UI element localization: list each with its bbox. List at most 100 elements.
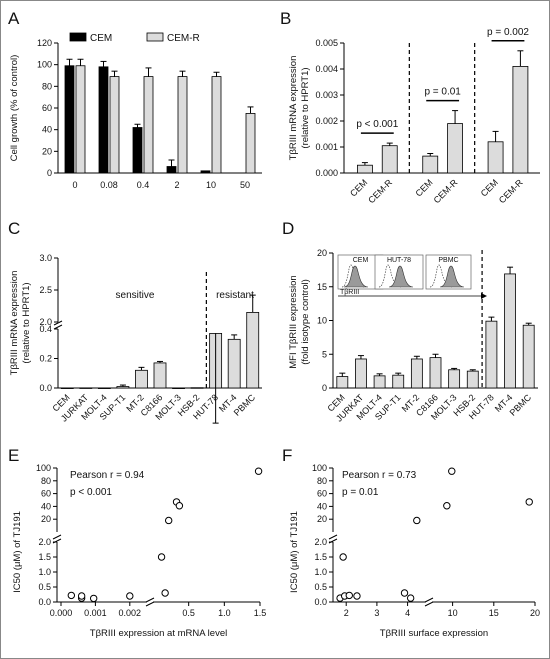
pearson-r: Pearson r = 0.94 [70,470,145,481]
y-tick-label: 0.5 [314,582,327,592]
y-axis-title: IC50 (μM) of TJ191 [289,511,300,593]
y-tick-label: 0.002 [315,116,338,126]
x-tick-label: 0.001 [84,608,107,618]
y-axis-title: IC50 (μM) of TJ191 [12,511,23,593]
histogram-inset-label: CEM [353,257,369,264]
histogram-inset-label: PBMC [438,257,458,264]
y-tick-label: 0.0 [38,597,51,607]
panel-label-e: E [8,446,19,465]
x-axis-break-2 [424,601,434,607]
y-tick-label: 2.0 [38,537,51,547]
data-point [339,553,347,561]
x-tick-label: 1.0 [218,608,231,618]
bar [466,370,479,389]
y-tick-label: 1.0 [314,567,327,577]
y-tick-label: 0.000 [315,168,338,178]
panel-label-d: D [282,219,294,238]
x-axis-title: TβRIII expression at mRNA level [90,628,227,639]
y-tick-label: 20 [41,514,51,524]
bar [487,141,504,174]
bar [98,66,109,174]
data-point [353,592,361,600]
y-tick-label: 0.5 [38,582,51,592]
panel-e: E 0.0 0.5 1.0 1.5 2.0 20 40 60 80 100 0.000 0.001 0.… [8,446,266,639]
bar [357,164,373,174]
legend-swatch [146,32,164,42]
bar [246,311,260,389]
bar [373,375,386,389]
x-tick-label: 4 [405,608,410,618]
bar [109,76,120,174]
data-point [126,592,134,600]
y-tick-label: 40 [42,125,52,135]
bar [132,127,143,174]
marker-histogram [388,265,414,288]
y-tick-label: 100 [36,463,51,473]
bar [336,376,349,389]
bar [97,387,111,389]
data-point [164,516,173,525]
x-tick-label: 3 [374,608,379,618]
bar [75,65,86,174]
y-tick-label: 5 [322,349,327,359]
bar [190,387,204,389]
p-value: p = 0.002 [487,27,529,38]
y-tick-label: 120 [37,38,52,48]
y-tick-label: 80 [42,81,52,91]
x-tick-label: 2 [174,180,179,190]
bar [135,369,148,389]
panel-label-a: A [8,9,20,28]
y-tick-label: 1.5 [314,552,327,562]
y-tick-label: 80 [317,476,327,486]
data-point [77,592,86,600]
x-tick-label: 0.000 [50,608,73,618]
bar [211,76,222,174]
y-tick-label: 60 [317,489,327,499]
data-point [345,591,353,600]
x-axis-break-1 [145,597,155,603]
y-tick-label: 0.001 [315,142,338,152]
y-tick-label: 80 [41,476,51,486]
bar [512,66,529,174]
bar [153,362,167,389]
x-tick-label: 1.5 [254,608,267,618]
data-point [448,467,456,475]
bar [447,123,463,174]
bar [504,273,516,389]
p-value: p < 0.001 [70,487,112,498]
y-tick-label: 2.5 [39,285,52,295]
y-tick-label: 40 [41,501,51,511]
x-axis-break-1 [424,597,434,603]
group-label-resistant: resistant [216,290,254,301]
y-axis-title: (relative to HPRT1) [21,282,32,363]
data-point [413,516,421,525]
bar [166,166,177,174]
data-point [443,502,451,510]
x-tick-label: 15 [489,608,499,618]
marker-histogram [439,265,465,288]
y-tick-label: 0 [47,168,52,178]
y-tick-label: 0.003 [315,90,338,100]
bar [143,76,154,174]
y-tick-label: 0.0 [39,383,52,393]
data-point [67,591,76,600]
p-value: p = 0.01 [424,87,461,98]
bar [116,386,130,389]
bar [227,338,241,389]
y-tick-label: 0.004 [315,64,338,74]
bar [448,369,461,389]
panel-label-c: C [8,219,20,238]
legend-label: CEM-R [167,33,200,44]
inset-arrow-head [481,293,487,299]
x-tick-label: 10 [206,180,216,190]
y-tick-label: 1.5 [38,552,51,562]
y-axis-title: (fold isotype control) [300,279,311,365]
bar [64,65,75,174]
y-axis-break-1 [52,534,62,540]
group-label-sensitive: sensitive [116,290,155,301]
bar [355,358,367,389]
y-axis-title: TβRIII mRNA expression [288,56,299,161]
bar [177,76,188,174]
